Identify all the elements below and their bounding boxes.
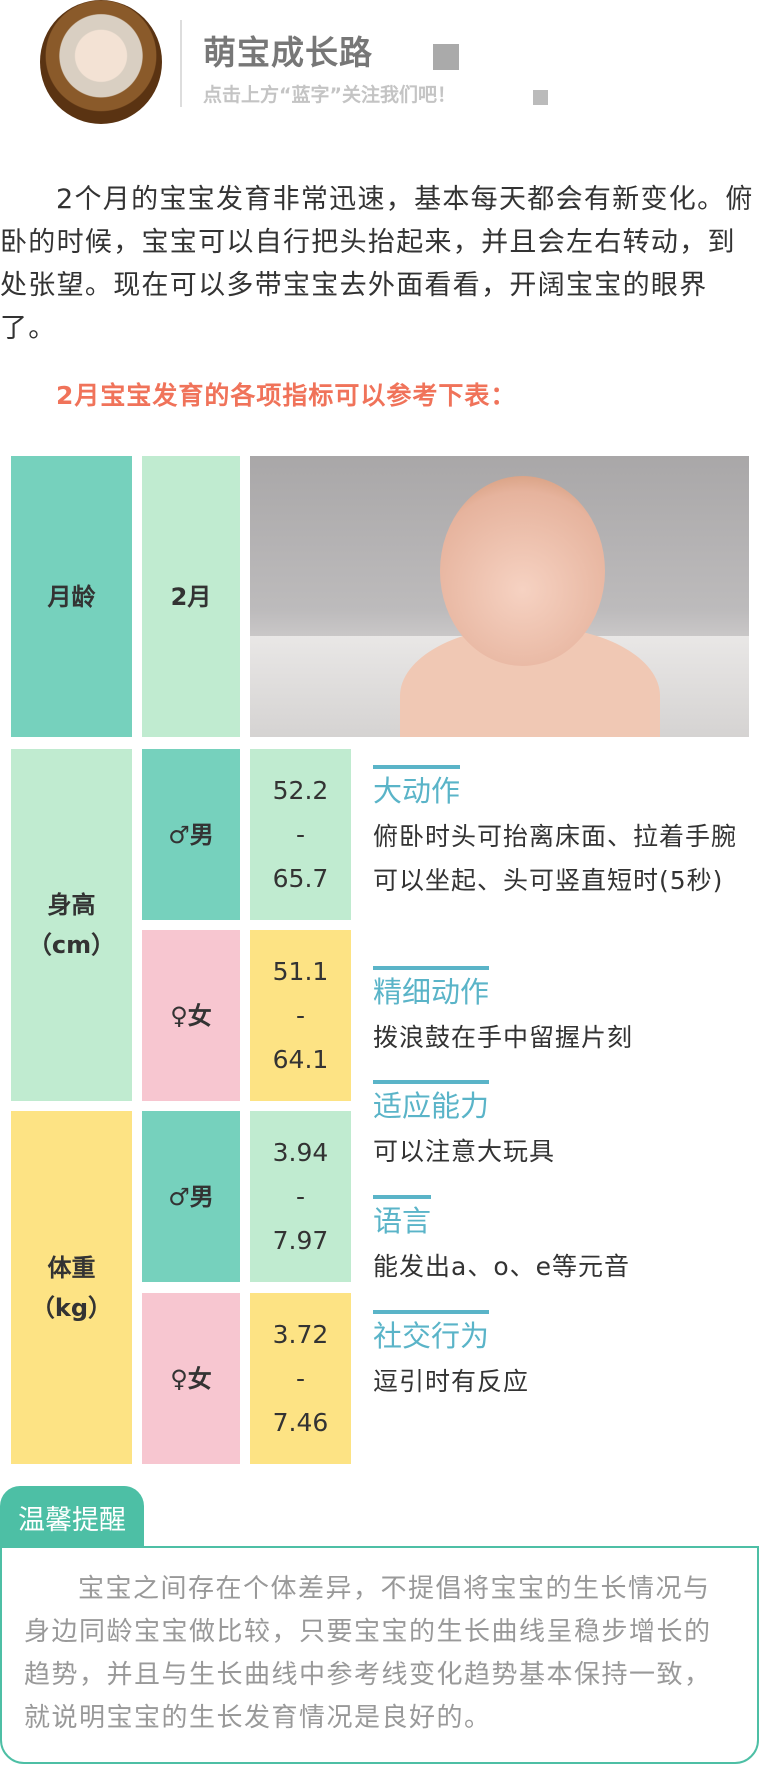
range-max: 7.46 <box>272 1407 329 1437</box>
baby-photo <box>250 456 749 737</box>
square-icon <box>533 90 548 105</box>
milestone-social: 社交行为 逗引时有反应 <box>373 1310 753 1404</box>
milestone-text: 拨浪鼓在手中留握片刻 <box>373 1023 634 1052</box>
height-male-label: ♂男 <box>142 749 240 920</box>
account-title: 萌宝成长路 <box>203 33 373 72</box>
weight-male-range: 3.94 - 7.97 <box>250 1111 351 1282</box>
avatar <box>40 0 162 124</box>
milestone-text: 逗引时有反应 <box>373 1367 530 1396</box>
table-heading: 2月宝宝发育的各项指标可以参考下表： <box>56 381 517 410</box>
divider <box>180 20 182 107</box>
height-female-range: 51.1 - 64.1 <box>250 930 351 1101</box>
height-label: 身高 <box>47 891 96 919</box>
range-sep: - <box>295 1181 306 1211</box>
milestone-text: 俯卧时头可抬离床面、拉着手腕可以坐起、头可竖直短时(5秒) <box>373 822 738 895</box>
milestone-language: 语言 能发出a、o、e等元音 <box>373 1195 753 1289</box>
range-sep: - <box>295 1000 306 1030</box>
height-female-label: ♀女 <box>142 930 240 1101</box>
height-male-range: 52.2 - 65.7 <box>250 749 351 920</box>
range-min: 52.2 <box>272 775 329 805</box>
weight-female-range: 3.72 - 7.46 <box>250 1293 351 1464</box>
milestone-adaptive: 适应能力 可以注意大玩具 <box>373 1080 753 1174</box>
milestone-title: 适应能力 <box>373 1080 490 1124</box>
milestone-fine-motor: 精细动作 拨浪鼓在手中留握片刻 <box>373 966 753 1060</box>
milestone-title: 大动作 <box>373 765 461 809</box>
milestone-title: 精细动作 <box>373 966 490 1010</box>
tip-tab: 温馨提醒 <box>0 1486 144 1548</box>
height-label-cell: 身高 （cm） <box>11 749 132 1101</box>
weight-label-cell: 体重 （kg） <box>11 1111 132 1464</box>
range-max: 64.1 <box>272 1044 329 1074</box>
range-max: 65.7 <box>272 863 329 893</box>
weight-female-label: ♀女 <box>142 1293 240 1464</box>
weight-male-label: ♂男 <box>142 1111 240 1282</box>
weight-label: 体重 <box>47 1253 96 1282</box>
age-value-cell: 2月 <box>142 456 240 737</box>
follow-hint: 点击上方“蓝字”关注我们吧！ <box>203 84 456 106</box>
milestone-title: 语言 <box>373 1195 432 1239</box>
height-unit: （cm） <box>27 931 116 959</box>
milestone-title: 社交行为 <box>373 1310 490 1354</box>
square-icon <box>433 44 459 70</box>
milestone-text: 可以注意大玩具 <box>373 1137 556 1166</box>
range-min: 3.72 <box>272 1319 329 1349</box>
intro-paragraph: 2个月的宝宝发育非常迅速，基本每天都会有新变化。俯卧的时候，宝宝可以自行把头抬起… <box>0 184 754 344</box>
range-min: 3.94 <box>272 1137 329 1167</box>
range-max: 7.97 <box>272 1225 329 1255</box>
range-min: 51.1 <box>272 956 329 986</box>
milestone-text: 能发出a、o、e等元音 <box>373 1252 630 1281</box>
tip-box: 宝宝之间存在个体差异，不提倡将宝宝的生长情况与身边同龄宝宝做比较，只要宝宝的生长… <box>0 1546 759 1764</box>
range-sep: - <box>295 819 306 849</box>
age-label-cell: 月龄 <box>11 456 132 737</box>
range-sep: - <box>295 1363 306 1393</box>
milestone-gross-motor: 大动作 俯卧时头可抬离床面、拉着手腕可以坐起、头可竖直短时(5秒) <box>373 765 753 903</box>
weight-unit: （kg） <box>30 1293 113 1322</box>
